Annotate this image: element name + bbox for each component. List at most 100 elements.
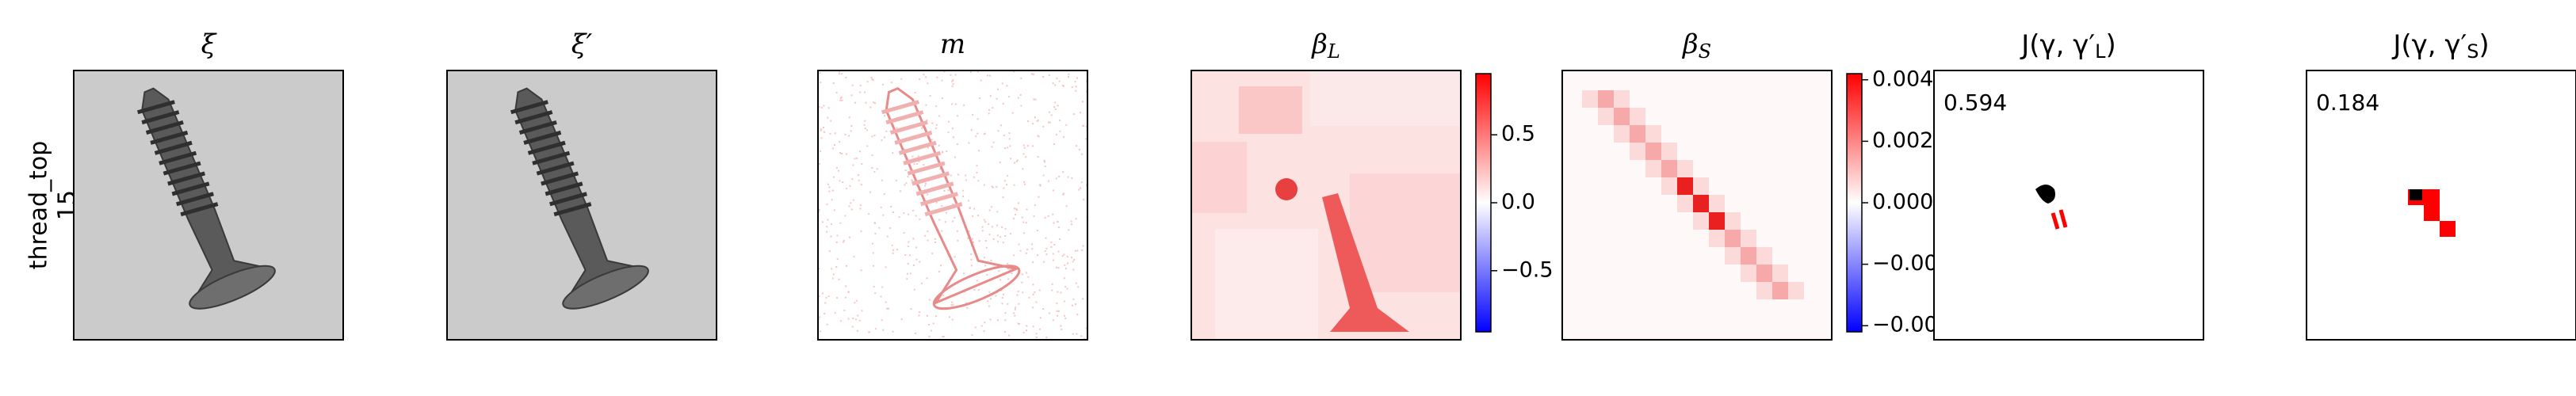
speckle	[881, 319, 883, 322]
speckle	[1002, 242, 1004, 244]
speckle	[921, 128, 923, 130]
speckle	[988, 305, 991, 307]
speckle	[976, 171, 978, 173]
speckle	[908, 254, 911, 257]
speckle	[914, 91, 916, 93]
speckle	[1066, 287, 1068, 290]
speckle	[1057, 250, 1060, 253]
speckle	[859, 91, 862, 93]
speckle	[900, 318, 903, 321]
speckle	[835, 242, 838, 244]
speckle	[873, 222, 876, 224]
speckle	[820, 128, 823, 131]
speckle	[984, 221, 987, 223]
speckle	[983, 184, 985, 186]
speckle	[989, 74, 992, 77]
cell	[1725, 230, 1741, 247]
speckle	[1026, 208, 1028, 211]
speckle	[917, 155, 919, 158]
speckle	[1039, 328, 1041, 330]
speckle	[977, 180, 980, 182]
speckle	[1016, 159, 1019, 162]
speckle	[951, 80, 954, 82]
speckle	[1037, 230, 1039, 232]
speckle	[856, 329, 858, 332]
speckle	[1002, 293, 1004, 295]
speckle	[1007, 278, 1010, 280]
speckle	[1042, 307, 1045, 310]
speckle	[957, 239, 959, 242]
speckle	[900, 78, 903, 80]
speckle	[820, 106, 823, 109]
speckle	[927, 239, 929, 242]
speckle	[973, 176, 975, 178]
speckle	[963, 104, 965, 106]
speckle	[984, 132, 986, 135]
speckle	[921, 282, 923, 284]
thread	[924, 202, 963, 217]
title-main: ξ′	[571, 29, 593, 60]
speckle	[991, 206, 993, 208]
spot	[1275, 178, 1298, 200]
speckle	[859, 208, 862, 210]
speckle	[843, 309, 846, 311]
panel	[817, 70, 1088, 341]
speckle	[826, 226, 828, 228]
speckle	[848, 116, 850, 119]
speckle	[858, 319, 861, 322]
speckle	[819, 72, 821, 74]
thread	[545, 181, 583, 196]
speckle	[871, 135, 873, 138]
title-tail: )	[2479, 29, 2489, 61]
speckle	[912, 264, 915, 266]
thread	[180, 202, 219, 217]
title-main: m	[940, 29, 965, 60]
speckle	[828, 186, 831, 188]
thread	[549, 192, 587, 207]
speckle	[1049, 121, 1051, 124]
speckle	[851, 84, 854, 86]
speckle	[1078, 188, 1080, 191]
speckle	[970, 129, 973, 131]
speckle	[1055, 177, 1057, 180]
colorbar	[1846, 73, 1863, 333]
speckle	[947, 120, 950, 123]
background	[2307, 70, 2576, 340]
panel-title: βL	[1310, 29, 1340, 63]
speckle	[972, 113, 974, 116]
speckle	[1061, 255, 1064, 257]
cell	[1598, 108, 1614, 125]
speckle	[905, 182, 908, 185]
speckle	[992, 107, 994, 109]
thread	[171, 181, 210, 196]
speckle	[1080, 112, 1082, 114]
speckle	[942, 295, 945, 297]
speckle	[831, 199, 833, 201]
speckle	[846, 153, 848, 155]
speckle	[947, 189, 950, 192]
speckle	[957, 173, 959, 176]
speckle	[939, 168, 942, 170]
speckle	[976, 280, 978, 282]
speckle	[1060, 325, 1062, 327]
speckle	[860, 269, 862, 272]
speckle	[977, 289, 980, 291]
speckle	[1038, 196, 1040, 198]
speckle	[914, 332, 916, 334]
speckle	[868, 331, 870, 333]
speckle	[839, 180, 841, 182]
speckle	[907, 246, 909, 248]
speckle	[950, 74, 952, 76]
speckle	[1082, 245, 1084, 247]
speckle	[977, 215, 980, 217]
title-sub: S	[2467, 40, 2479, 63]
speckle	[997, 241, 999, 243]
speckle	[838, 70, 840, 73]
frame	[446, 70, 717, 341]
speckle	[828, 250, 831, 253]
speckle	[819, 316, 821, 318]
speckle	[1035, 333, 1038, 335]
speckle	[888, 307, 890, 310]
cell	[1661, 143, 1677, 160]
speckle	[1066, 256, 1068, 258]
